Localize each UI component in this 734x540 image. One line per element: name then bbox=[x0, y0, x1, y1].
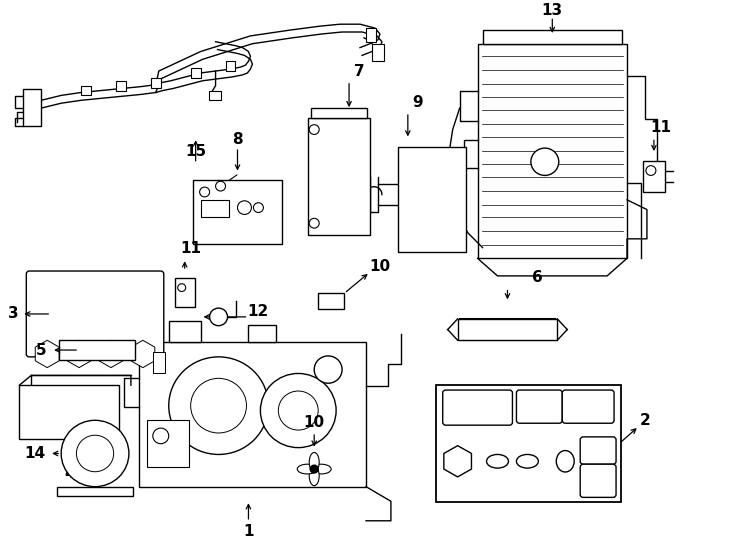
Polygon shape bbox=[35, 340, 59, 368]
Text: 7: 7 bbox=[354, 64, 364, 78]
FancyBboxPatch shape bbox=[26, 271, 164, 357]
Text: 8: 8 bbox=[232, 132, 243, 147]
Bar bbox=[19, 385, 119, 439]
FancyBboxPatch shape bbox=[562, 390, 614, 423]
Text: 9: 9 bbox=[413, 94, 423, 110]
Circle shape bbox=[76, 435, 114, 472]
Text: 4: 4 bbox=[64, 467, 74, 482]
Circle shape bbox=[153, 428, 169, 444]
Text: 12: 12 bbox=[248, 303, 269, 319]
Bar bbox=[248, 325, 276, 342]
Text: 10: 10 bbox=[369, 259, 390, 274]
Circle shape bbox=[210, 308, 228, 326]
Bar bbox=[318, 293, 344, 309]
Text: 2: 2 bbox=[639, 413, 650, 428]
Bar bbox=[398, 147, 465, 253]
Bar bbox=[139, 342, 366, 487]
Circle shape bbox=[61, 420, 129, 487]
Text: 13: 13 bbox=[542, 3, 563, 18]
Bar bbox=[308, 118, 370, 235]
Circle shape bbox=[238, 201, 252, 214]
Text: 1: 1 bbox=[243, 524, 254, 539]
Circle shape bbox=[278, 391, 318, 430]
Text: 3: 3 bbox=[8, 307, 18, 321]
Bar bbox=[191, 68, 200, 78]
Circle shape bbox=[531, 148, 559, 176]
Bar bbox=[169, 321, 200, 342]
Circle shape bbox=[253, 202, 264, 213]
Text: 11: 11 bbox=[180, 241, 201, 256]
Circle shape bbox=[310, 465, 318, 473]
Bar bbox=[175, 278, 195, 307]
Bar bbox=[225, 61, 236, 71]
Ellipse shape bbox=[311, 464, 331, 474]
Polygon shape bbox=[67, 340, 91, 368]
Circle shape bbox=[314, 356, 342, 383]
Bar bbox=[311, 108, 367, 118]
FancyBboxPatch shape bbox=[580, 464, 616, 497]
Bar bbox=[478, 44, 627, 258]
Bar bbox=[192, 180, 283, 244]
Bar bbox=[372, 44, 384, 61]
Text: 10: 10 bbox=[304, 415, 324, 430]
Bar bbox=[482, 30, 622, 44]
Bar bbox=[643, 161, 665, 192]
Bar bbox=[81, 86, 91, 96]
Ellipse shape bbox=[297, 464, 317, 474]
Bar bbox=[366, 28, 376, 42]
Polygon shape bbox=[444, 446, 471, 477]
Text: 6: 6 bbox=[532, 271, 542, 285]
Circle shape bbox=[309, 125, 319, 134]
Ellipse shape bbox=[517, 455, 538, 468]
Bar bbox=[147, 420, 189, 467]
Bar bbox=[59, 340, 135, 360]
Ellipse shape bbox=[556, 450, 574, 472]
Text: 5: 5 bbox=[36, 342, 46, 357]
Circle shape bbox=[178, 284, 186, 292]
Bar bbox=[23, 89, 41, 126]
Polygon shape bbox=[99, 340, 123, 368]
Bar bbox=[458, 319, 557, 340]
Circle shape bbox=[216, 181, 225, 191]
Bar bbox=[436, 385, 621, 502]
Bar bbox=[150, 78, 161, 87]
Ellipse shape bbox=[309, 453, 319, 472]
Bar bbox=[200, 200, 228, 218]
FancyBboxPatch shape bbox=[517, 390, 562, 423]
Text: 15: 15 bbox=[185, 144, 206, 159]
Bar bbox=[116, 81, 126, 91]
Bar bbox=[57, 487, 133, 496]
Polygon shape bbox=[131, 340, 155, 368]
Circle shape bbox=[261, 374, 336, 448]
Ellipse shape bbox=[309, 466, 319, 485]
FancyBboxPatch shape bbox=[443, 390, 512, 425]
Ellipse shape bbox=[487, 455, 509, 468]
Circle shape bbox=[200, 187, 210, 197]
Bar bbox=[153, 352, 164, 374]
Text: 11: 11 bbox=[650, 120, 672, 135]
Circle shape bbox=[169, 357, 269, 455]
Circle shape bbox=[309, 218, 319, 228]
Bar bbox=[208, 91, 220, 100]
Circle shape bbox=[191, 379, 247, 433]
FancyBboxPatch shape bbox=[580, 437, 616, 464]
Circle shape bbox=[646, 166, 656, 176]
Text: 14: 14 bbox=[25, 446, 46, 461]
